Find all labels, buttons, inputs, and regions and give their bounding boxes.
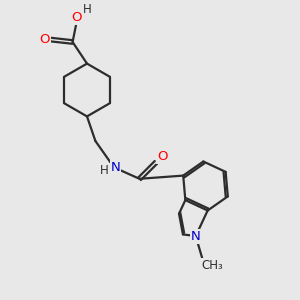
Text: H: H [83, 3, 92, 16]
Text: O: O [72, 11, 82, 24]
Text: N: N [111, 161, 120, 174]
Text: O: O [157, 150, 168, 164]
Text: H: H [100, 164, 109, 177]
Text: N: N [191, 230, 201, 243]
Text: O: O [39, 33, 50, 46]
Text: CH₃: CH₃ [201, 259, 223, 272]
